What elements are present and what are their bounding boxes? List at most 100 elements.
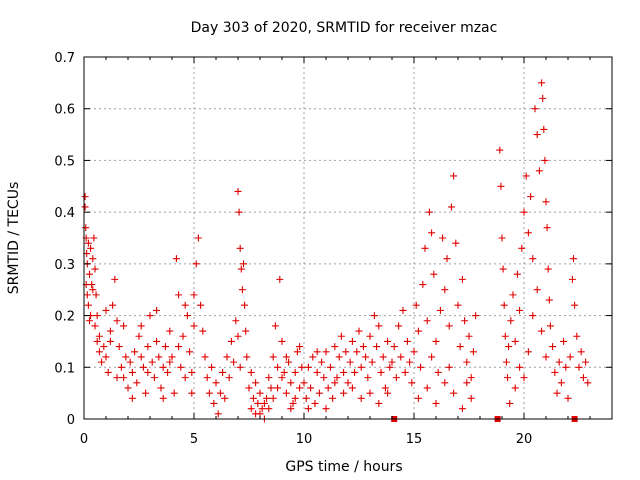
data-point <box>384 337 392 345</box>
data-point <box>518 244 526 252</box>
data-point <box>243 353 251 361</box>
y-tick-label: 0.4 <box>54 206 75 221</box>
y-tick-label: 0 <box>67 413 75 428</box>
data-point <box>399 306 407 314</box>
data-point <box>507 317 515 325</box>
data-point <box>144 368 152 376</box>
x-tick-label: 15 <box>406 432 423 447</box>
data-point <box>414 394 422 402</box>
data-point <box>390 343 398 351</box>
data-point <box>298 363 306 371</box>
data-point <box>111 275 119 283</box>
data-point <box>117 363 125 371</box>
x-tick-label: 5 <box>190 432 198 447</box>
data-point <box>254 399 262 407</box>
data-point <box>335 353 343 361</box>
data-point <box>450 172 458 180</box>
data-point <box>161 343 169 351</box>
data-point <box>186 348 194 356</box>
data-point <box>148 358 156 366</box>
data-point <box>276 275 284 283</box>
data-point <box>425 208 433 216</box>
data-point <box>543 224 551 232</box>
data-point <box>463 358 471 366</box>
data-point <box>137 353 145 361</box>
data-point <box>106 337 114 345</box>
data-point <box>450 389 458 397</box>
data-point <box>238 286 246 294</box>
data-point <box>83 291 91 299</box>
data-point <box>236 363 244 371</box>
data-point <box>235 208 243 216</box>
data-point <box>414 327 422 335</box>
data-point <box>256 389 264 397</box>
data-point <box>223 353 231 361</box>
data-point <box>441 286 449 294</box>
data-point <box>92 291 100 299</box>
data-point <box>551 368 559 376</box>
data-point <box>120 322 128 330</box>
data-point <box>120 374 128 382</box>
data-point <box>456 343 464 351</box>
y-tick-label: 0.3 <box>54 258 75 273</box>
data-point <box>331 343 339 351</box>
data-point <box>540 125 548 133</box>
data-point <box>542 353 550 361</box>
data-point <box>166 358 174 366</box>
data-point <box>511 384 519 392</box>
data-point <box>175 291 183 299</box>
data-point <box>212 379 220 387</box>
data-point <box>573 332 581 340</box>
data-point <box>155 353 163 361</box>
data-point <box>524 229 532 237</box>
data-point <box>307 384 315 392</box>
data-point <box>504 374 511 382</box>
data-point <box>546 322 554 330</box>
data-point <box>359 343 367 351</box>
data-point <box>221 394 229 402</box>
data-point <box>282 389 290 397</box>
data-point <box>539 94 547 102</box>
data-point <box>357 363 365 371</box>
y-tick-label: 0.1 <box>54 361 75 376</box>
data-point <box>320 374 328 382</box>
data-point <box>524 348 532 356</box>
data-point <box>84 239 92 247</box>
data-point <box>287 379 295 387</box>
x-axis-label: GPS time / hours <box>285 459 402 475</box>
data-point <box>128 368 136 376</box>
data-point <box>89 286 97 294</box>
data-point <box>265 374 273 382</box>
data-point <box>439 234 447 242</box>
data-point <box>282 353 290 361</box>
data-point <box>357 394 365 402</box>
data-point <box>445 322 453 330</box>
data-point <box>131 348 139 356</box>
data-point <box>579 374 587 382</box>
data-point <box>153 337 161 345</box>
data-point <box>227 337 235 345</box>
data-point <box>113 374 121 382</box>
data-point <box>533 131 541 139</box>
data-point <box>208 363 216 371</box>
data-point <box>115 343 123 351</box>
data-point <box>278 337 286 345</box>
data-point <box>219 368 227 376</box>
data-point <box>428 229 436 237</box>
data-point <box>555 358 563 366</box>
data-point <box>81 193 89 201</box>
data-point <box>340 389 348 397</box>
data-point <box>291 368 299 376</box>
data-point <box>516 363 524 371</box>
data-point <box>170 389 178 397</box>
data-point <box>538 327 546 335</box>
data-point <box>263 394 271 402</box>
data-point <box>214 410 222 418</box>
data-point <box>291 394 299 402</box>
data-point <box>384 389 392 397</box>
data-point <box>373 343 381 351</box>
data-point <box>285 358 293 366</box>
data-point <box>271 322 279 330</box>
data-point <box>216 389 224 397</box>
data-point <box>379 353 387 361</box>
